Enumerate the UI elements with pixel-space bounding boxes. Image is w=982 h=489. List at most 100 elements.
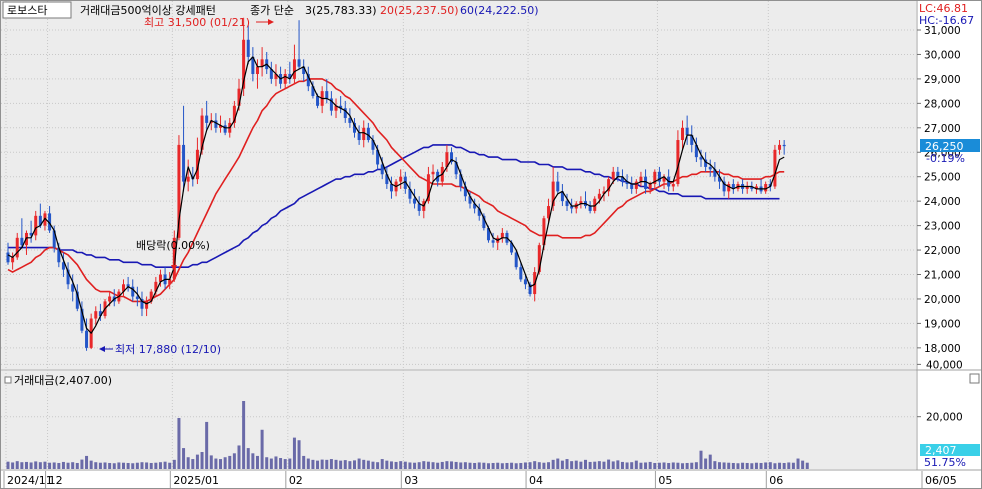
volume-bar xyxy=(292,437,296,469)
candle-body xyxy=(653,171,657,185)
candle xyxy=(126,276,130,292)
candle-body xyxy=(727,184,731,192)
volume-bar xyxy=(801,460,805,469)
candle xyxy=(205,100,209,131)
candle-body xyxy=(168,279,172,285)
candle-body xyxy=(316,96,320,106)
volume-bar xyxy=(34,461,38,469)
volume-bar xyxy=(454,461,458,469)
volume-bar xyxy=(713,461,717,469)
candle-body xyxy=(681,127,685,141)
date-tick-label: 06 xyxy=(769,474,783,487)
volume-bar xyxy=(269,458,273,469)
volume-bar xyxy=(657,462,661,469)
volume-bar xyxy=(463,462,467,469)
volume-bar xyxy=(445,461,449,469)
candle-body xyxy=(232,105,236,123)
volume-bar xyxy=(482,462,486,469)
ma3-layer xyxy=(7,56,785,334)
volume-bar xyxy=(265,457,269,469)
candle-body xyxy=(473,203,477,209)
volume-bar xyxy=(200,452,204,469)
volume-bar xyxy=(459,462,463,469)
candle xyxy=(477,203,481,221)
candle xyxy=(98,303,102,321)
candle xyxy=(339,96,343,114)
candle-body xyxy=(15,237,19,258)
bottom-axis-background xyxy=(0,470,982,489)
volume-bar xyxy=(195,454,199,469)
candle-body xyxy=(353,122,356,133)
volume-bar xyxy=(329,459,333,469)
candle xyxy=(71,274,75,302)
stock-name[interactable]: 로보스타 xyxy=(7,4,47,17)
volume-bar xyxy=(85,455,89,469)
volume-bar xyxy=(380,459,384,469)
volume-bar xyxy=(436,462,440,469)
low-annotation: 최저 17,880 (12/10) xyxy=(115,343,221,356)
volume-bar xyxy=(773,463,777,469)
candle-body xyxy=(66,269,70,285)
date-tick-label: 05 xyxy=(658,474,672,487)
volume-bar xyxy=(528,462,532,469)
price-tick-label: 23,000 xyxy=(924,221,961,233)
price-tick-label: 25,000 xyxy=(924,172,961,184)
volume-bar xyxy=(473,462,477,469)
volume-bar xyxy=(223,457,227,469)
volume-bar xyxy=(177,418,181,469)
candle-body xyxy=(708,166,712,170)
volume-bar xyxy=(348,461,352,469)
volume-bar xyxy=(602,461,606,469)
volume-bar xyxy=(6,461,10,469)
candle xyxy=(773,144,777,189)
candle xyxy=(251,47,255,82)
ma3-line xyxy=(7,56,785,334)
candle-body xyxy=(588,206,592,211)
candle-body xyxy=(11,257,15,263)
volume-bar xyxy=(750,463,754,469)
panel-corner-button[interactable] xyxy=(969,373,980,384)
candle-body xyxy=(450,152,454,163)
volume-bar xyxy=(232,453,236,469)
candle-body xyxy=(750,186,754,189)
candle-body xyxy=(376,149,380,165)
volume-bar xyxy=(440,461,444,469)
volume-bar xyxy=(796,458,800,469)
candle xyxy=(34,210,38,241)
candle-body xyxy=(463,186,467,197)
candle-body xyxy=(200,115,204,150)
volume-bar xyxy=(417,462,421,469)
volume-bar xyxy=(551,459,555,469)
volume-bar xyxy=(717,462,721,469)
volume-bar xyxy=(759,462,763,469)
candle-body xyxy=(343,108,347,119)
candle-body xyxy=(339,105,343,109)
candle-body xyxy=(122,284,125,292)
candle-body xyxy=(283,74,287,84)
candle-body xyxy=(389,184,393,192)
volume-bar xyxy=(644,462,648,469)
candle-body xyxy=(514,252,518,268)
stock-name-box[interactable] xyxy=(2,1,72,19)
volume-bar xyxy=(154,462,158,469)
candle-body xyxy=(43,213,47,226)
volume-bar xyxy=(209,455,213,469)
volume-bar xyxy=(584,459,587,469)
candle xyxy=(343,100,347,123)
volume-bar xyxy=(426,461,430,469)
price-tick-label: 30,000 xyxy=(924,49,961,61)
candle-body xyxy=(186,176,190,182)
candle-body xyxy=(75,291,79,309)
candle-body xyxy=(556,181,560,192)
volume-bar xyxy=(565,459,569,469)
ma-type-label: 종가 단순 xyxy=(250,4,294,17)
candle xyxy=(413,188,417,209)
date-tick-label: 04 xyxy=(529,474,543,487)
candle-body xyxy=(468,196,472,204)
volume-bar xyxy=(255,455,259,469)
candle-body xyxy=(607,179,611,192)
volume-bar xyxy=(408,462,412,469)
candle-body xyxy=(491,240,495,243)
volume-bar xyxy=(778,462,782,469)
